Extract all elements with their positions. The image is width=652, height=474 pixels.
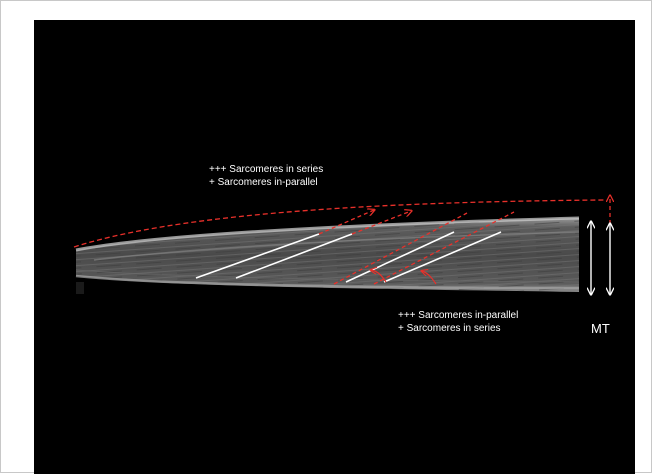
curved-arrow-2 (422, 271, 437, 285)
annotation-bottom-line2: + Sarcomeres in series (398, 323, 501, 334)
red-extension-1 (318, 210, 374, 235)
annotation-top-line1: +++ Sarcomeres in series (209, 164, 324, 175)
curved-red-arrows (371, 270, 437, 285)
fascicle-line-2 (235, 233, 353, 279)
ultrasound-slide: +++ Sarcomeres in series + Sarcomeres in… (34, 20, 635, 474)
muscle-thickness-label: MT (591, 321, 610, 336)
annotation-bottom-line1: +++ Sarcomeres in-parallel (398, 310, 519, 321)
fascicle-line-4 (383, 231, 502, 283)
fascicle-line-3 (345, 231, 455, 283)
red-extension-2 (351, 211, 411, 235)
fascicle-lines (195, 231, 502, 283)
ultrasound-scene (73, 20, 635, 474)
annotation-top-line2: + Sarcomeres in-parallel (209, 177, 318, 188)
red-dashed-extensions (318, 210, 515, 285)
fascicle-line-1 (195, 233, 320, 279)
red-extension-4 (373, 211, 515, 285)
red-dashed-curve (73, 199, 607, 248)
curved-arrow-1 (371, 270, 387, 283)
muscle-ultrasound (75, 216, 580, 294)
